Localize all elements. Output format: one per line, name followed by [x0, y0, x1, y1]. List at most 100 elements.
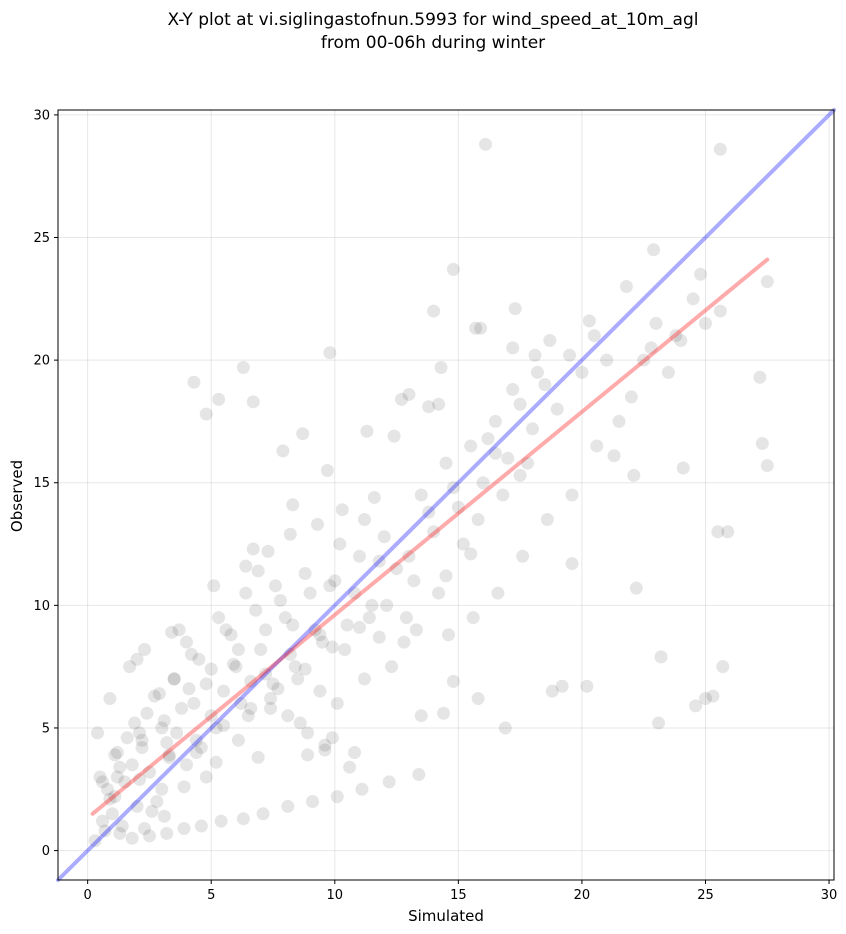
- data-point: [330, 790, 344, 804]
- data-point: [760, 275, 774, 289]
- data-point: [446, 674, 460, 688]
- data-point: [540, 513, 554, 527]
- data-point: [157, 809, 171, 823]
- data-point: [338, 642, 352, 656]
- data-point: [325, 640, 339, 654]
- data-point: [217, 684, 231, 698]
- data-point: [365, 598, 379, 612]
- data-point: [439, 456, 453, 470]
- chart-subtitle: from 00-06h during winter: [321, 33, 545, 53]
- data-point: [130, 799, 144, 813]
- data-point: [259, 623, 273, 637]
- data-point: [399, 611, 413, 625]
- data-point: [212, 611, 226, 625]
- data-point: [412, 768, 426, 782]
- data-point: [654, 650, 668, 664]
- data-point: [249, 603, 263, 617]
- data-point: [298, 566, 312, 580]
- data-point: [575, 365, 589, 379]
- data-point: [434, 360, 448, 374]
- data-point: [150, 795, 164, 809]
- data-point: [266, 677, 280, 691]
- data-point: [471, 513, 485, 527]
- data-point: [162, 750, 176, 764]
- data-point: [471, 692, 485, 706]
- data-point: [254, 642, 268, 656]
- data-point: [348, 745, 362, 759]
- data-point: [466, 611, 480, 625]
- data-point: [437, 706, 451, 720]
- data-point: [187, 696, 201, 710]
- data-point: [251, 750, 265, 764]
- data-point: [189, 745, 203, 759]
- data-point: [93, 770, 107, 784]
- y-tick-label: 30: [33, 108, 50, 123]
- data-point: [194, 819, 208, 833]
- data-point: [310, 517, 324, 531]
- x-tick-label: 0: [84, 888, 92, 903]
- data-point: [624, 390, 638, 404]
- data-point: [236, 360, 250, 374]
- data-point: [753, 370, 767, 384]
- data-point: [315, 635, 329, 649]
- data-point: [501, 451, 515, 465]
- data-point: [565, 488, 579, 502]
- data-point: [402, 549, 416, 563]
- data-point: [607, 449, 621, 463]
- data-point: [301, 748, 315, 762]
- data-point: [661, 365, 675, 379]
- data-point: [241, 709, 255, 723]
- data-point: [582, 314, 596, 328]
- data-point: [172, 623, 186, 637]
- data-point: [513, 397, 527, 411]
- data-point: [123, 660, 137, 674]
- data-point: [357, 513, 371, 527]
- data-point: [637, 353, 651, 367]
- data-point: [147, 689, 161, 703]
- data-point: [100, 782, 114, 796]
- data-point: [152, 687, 166, 701]
- data-point: [209, 755, 223, 769]
- data-point: [199, 677, 213, 691]
- data-point: [162, 748, 176, 762]
- data-point: [508, 302, 522, 316]
- data-point: [91, 726, 105, 740]
- data-point: [264, 692, 278, 706]
- data-point: [88, 834, 102, 848]
- data-point: [353, 620, 367, 634]
- data-point: [362, 611, 376, 625]
- data-point: [145, 804, 159, 818]
- data-point: [264, 701, 278, 715]
- data-point: [563, 348, 577, 362]
- data-point: [427, 304, 441, 318]
- data-point: [293, 716, 307, 730]
- data-point: [407, 574, 421, 588]
- data-point: [261, 544, 275, 558]
- data-point: [219, 623, 233, 637]
- data-point: [427, 525, 441, 539]
- data-point: [464, 439, 478, 453]
- data-point: [103, 792, 117, 806]
- data-point: [140, 706, 154, 720]
- data-point: [125, 831, 139, 845]
- data-point: [451, 500, 465, 514]
- data-point: [259, 667, 273, 681]
- data-point: [167, 672, 181, 686]
- data-point: [160, 826, 174, 840]
- data-point: [204, 709, 218, 723]
- data-point: [422, 400, 436, 414]
- data-point: [103, 692, 117, 706]
- data-point: [372, 630, 386, 644]
- data-point: [251, 564, 265, 578]
- data-point: [476, 476, 490, 490]
- data-point: [167, 672, 181, 686]
- data-point: [175, 701, 189, 715]
- data-point: [402, 387, 416, 401]
- data-point: [301, 726, 315, 740]
- data-point: [328, 574, 342, 588]
- fit-line: [90, 257, 770, 816]
- y-tick-label: 15: [33, 476, 50, 491]
- data-point: [387, 429, 401, 443]
- data-point: [281, 799, 295, 813]
